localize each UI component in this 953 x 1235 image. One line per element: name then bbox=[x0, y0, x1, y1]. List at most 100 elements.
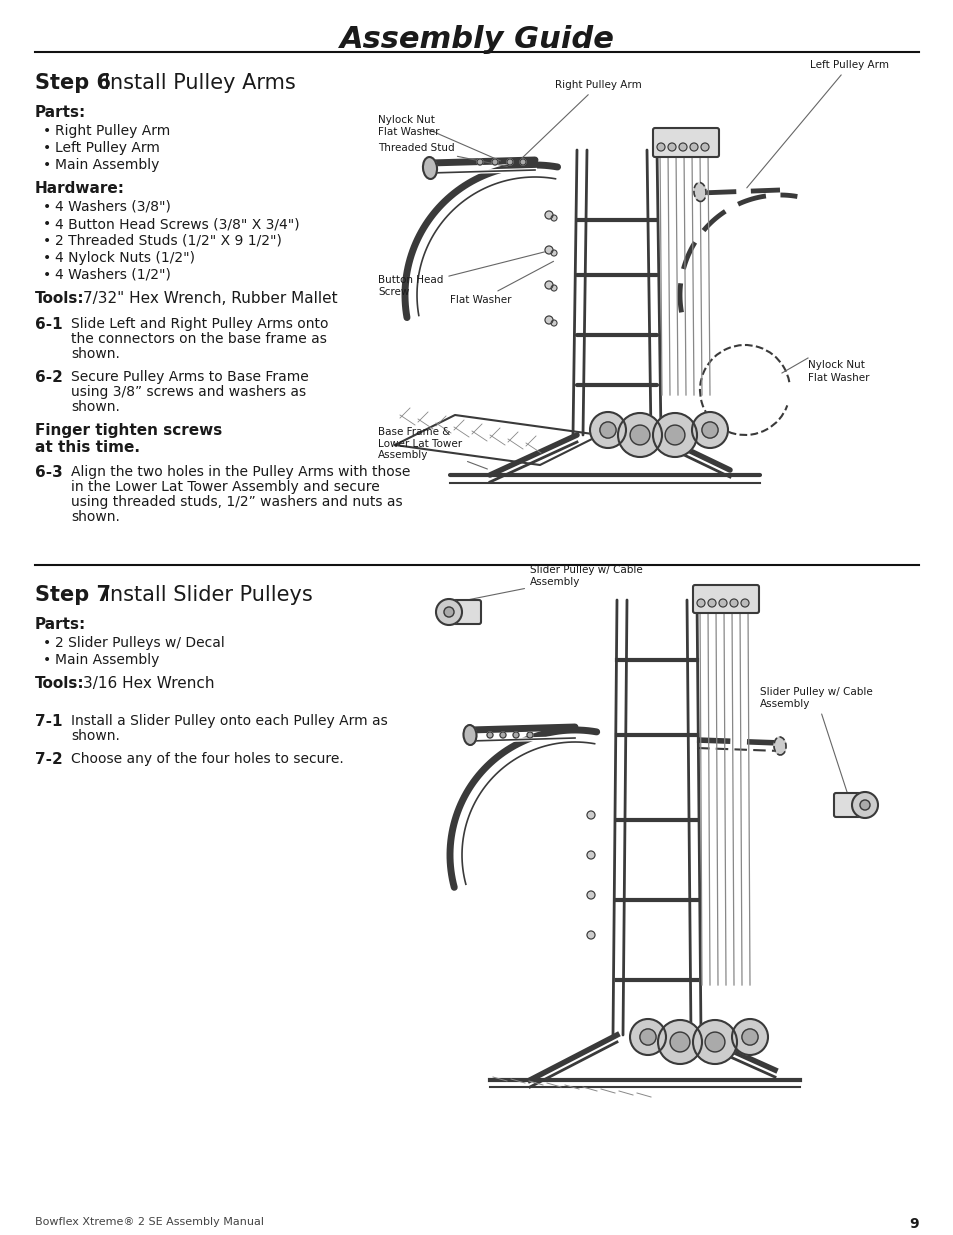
Text: Left Pulley Arm: Left Pulley Arm bbox=[55, 141, 160, 156]
Circle shape bbox=[551, 249, 557, 256]
Text: •: • bbox=[43, 653, 51, 667]
Circle shape bbox=[544, 282, 553, 289]
Text: Step 7: Step 7 bbox=[35, 585, 111, 605]
Circle shape bbox=[586, 931, 595, 939]
Text: 6-3: 6-3 bbox=[35, 466, 63, 480]
Text: 2 Slider Pulleys w/ Decal: 2 Slider Pulleys w/ Decal bbox=[55, 636, 225, 650]
Circle shape bbox=[639, 1029, 656, 1045]
Text: 7/32" Hex Wrench, Rubber Mallet: 7/32" Hex Wrench, Rubber Mallet bbox=[83, 291, 337, 306]
Text: Parts:: Parts: bbox=[35, 618, 86, 632]
Circle shape bbox=[740, 599, 748, 606]
Text: Tools:: Tools: bbox=[35, 676, 85, 692]
Text: at this time.: at this time. bbox=[35, 440, 140, 454]
Text: Hardware:: Hardware: bbox=[35, 182, 125, 196]
Circle shape bbox=[731, 1019, 767, 1055]
Circle shape bbox=[492, 159, 497, 165]
Circle shape bbox=[526, 732, 533, 739]
Circle shape bbox=[544, 316, 553, 324]
Circle shape bbox=[701, 422, 718, 438]
Text: Left Pulley Arm: Left Pulley Arm bbox=[746, 61, 888, 188]
Circle shape bbox=[657, 143, 664, 151]
Text: 9: 9 bbox=[908, 1216, 918, 1231]
Text: Secure Pulley Arms to Base Frame: Secure Pulley Arms to Base Frame bbox=[71, 370, 309, 384]
Circle shape bbox=[741, 1029, 758, 1045]
Text: Tools:: Tools: bbox=[35, 291, 85, 306]
FancyBboxPatch shape bbox=[652, 128, 719, 157]
Text: Nylock Nut: Nylock Nut bbox=[377, 115, 500, 161]
Text: 7-2: 7-2 bbox=[35, 752, 63, 767]
Circle shape bbox=[679, 143, 686, 151]
Text: Threaded Stud: Threaded Stud bbox=[377, 143, 507, 167]
Circle shape bbox=[551, 320, 557, 326]
Text: Right Pulley Arm: Right Pulley Arm bbox=[55, 124, 170, 138]
Circle shape bbox=[667, 143, 676, 151]
Text: •: • bbox=[43, 158, 51, 172]
Text: shown.: shown. bbox=[71, 729, 120, 743]
Text: shown.: shown. bbox=[71, 400, 120, 414]
Circle shape bbox=[586, 851, 595, 860]
Circle shape bbox=[544, 211, 553, 219]
Text: in the Lower Lat Tower Assembly and secure: in the Lower Lat Tower Assembly and secu… bbox=[71, 480, 379, 494]
Circle shape bbox=[652, 412, 697, 457]
Text: Flat Washer: Flat Washer bbox=[377, 127, 439, 137]
Text: 4 Nylock Nuts (1/2"): 4 Nylock Nuts (1/2") bbox=[55, 251, 194, 266]
Text: •: • bbox=[43, 217, 51, 231]
Circle shape bbox=[499, 732, 505, 739]
Ellipse shape bbox=[693, 183, 705, 201]
Text: Main Assembly: Main Assembly bbox=[55, 653, 159, 667]
Text: 4 Washers (1/2"): 4 Washers (1/2") bbox=[55, 268, 171, 282]
Circle shape bbox=[851, 792, 877, 818]
Circle shape bbox=[551, 285, 557, 291]
Text: 6-1: 6-1 bbox=[35, 317, 63, 332]
Circle shape bbox=[704, 1032, 724, 1052]
Text: Flat Washer: Flat Washer bbox=[450, 262, 553, 305]
Text: •: • bbox=[43, 268, 51, 282]
Circle shape bbox=[599, 422, 616, 438]
Circle shape bbox=[476, 159, 482, 165]
Text: •: • bbox=[43, 200, 51, 214]
Ellipse shape bbox=[463, 725, 476, 745]
Circle shape bbox=[719, 599, 726, 606]
Text: Nylock Nut: Nylock Nut bbox=[807, 359, 864, 370]
Circle shape bbox=[658, 1020, 701, 1065]
Text: 4 Washers (3/8"): 4 Washers (3/8") bbox=[55, 200, 171, 214]
Circle shape bbox=[551, 215, 557, 221]
Circle shape bbox=[689, 143, 698, 151]
Text: Choose any of the four holes to secure.: Choose any of the four holes to secure. bbox=[71, 752, 343, 766]
Text: •: • bbox=[43, 141, 51, 156]
Text: Install Slider Pulleys: Install Slider Pulleys bbox=[104, 585, 313, 605]
Circle shape bbox=[629, 425, 649, 445]
Text: Bowflex Xtreme® 2 SE Assembly Manual: Bowflex Xtreme® 2 SE Assembly Manual bbox=[35, 1216, 264, 1228]
Text: Slider Pulley w/ Cable
Assembly: Slider Pulley w/ Cable Assembly bbox=[760, 687, 872, 793]
Text: Main Assembly: Main Assembly bbox=[55, 158, 159, 172]
Text: shown.: shown. bbox=[71, 347, 120, 361]
Text: Slide Left and Right Pulley Arms onto: Slide Left and Right Pulley Arms onto bbox=[71, 317, 328, 331]
FancyBboxPatch shape bbox=[453, 600, 480, 624]
Text: •: • bbox=[43, 124, 51, 138]
Circle shape bbox=[513, 732, 518, 739]
Text: 2 Threaded Studs (1/2" X 9 1/2"): 2 Threaded Studs (1/2" X 9 1/2") bbox=[55, 233, 281, 248]
Circle shape bbox=[669, 1032, 689, 1052]
Text: Finger tighten screws: Finger tighten screws bbox=[35, 424, 222, 438]
Circle shape bbox=[618, 412, 661, 457]
Text: Slider Pulley w/ Cable
Assembly: Slider Pulley w/ Cable Assembly bbox=[469, 566, 642, 599]
Circle shape bbox=[859, 800, 869, 810]
Circle shape bbox=[692, 1020, 737, 1065]
Text: 4 Button Head Screws (3/8" X 3/4"): 4 Button Head Screws (3/8" X 3/4") bbox=[55, 217, 299, 231]
Text: •: • bbox=[43, 233, 51, 248]
Text: Assembly Guide: Assembly Guide bbox=[339, 25, 614, 54]
Circle shape bbox=[486, 732, 493, 739]
Circle shape bbox=[544, 246, 553, 254]
Text: 3/16 Hex Wrench: 3/16 Hex Wrench bbox=[83, 676, 214, 692]
Circle shape bbox=[519, 159, 525, 165]
Text: •: • bbox=[43, 251, 51, 266]
Text: 6-2: 6-2 bbox=[35, 370, 63, 385]
Text: the connectors on the base frame as: the connectors on the base frame as bbox=[71, 332, 327, 346]
Circle shape bbox=[586, 811, 595, 819]
Circle shape bbox=[700, 143, 708, 151]
Circle shape bbox=[664, 425, 684, 445]
Circle shape bbox=[443, 606, 454, 618]
Text: using threaded studs, 1/2” washers and nuts as: using threaded studs, 1/2” washers and n… bbox=[71, 495, 402, 509]
Text: Parts:: Parts: bbox=[35, 105, 86, 120]
Circle shape bbox=[589, 412, 625, 448]
